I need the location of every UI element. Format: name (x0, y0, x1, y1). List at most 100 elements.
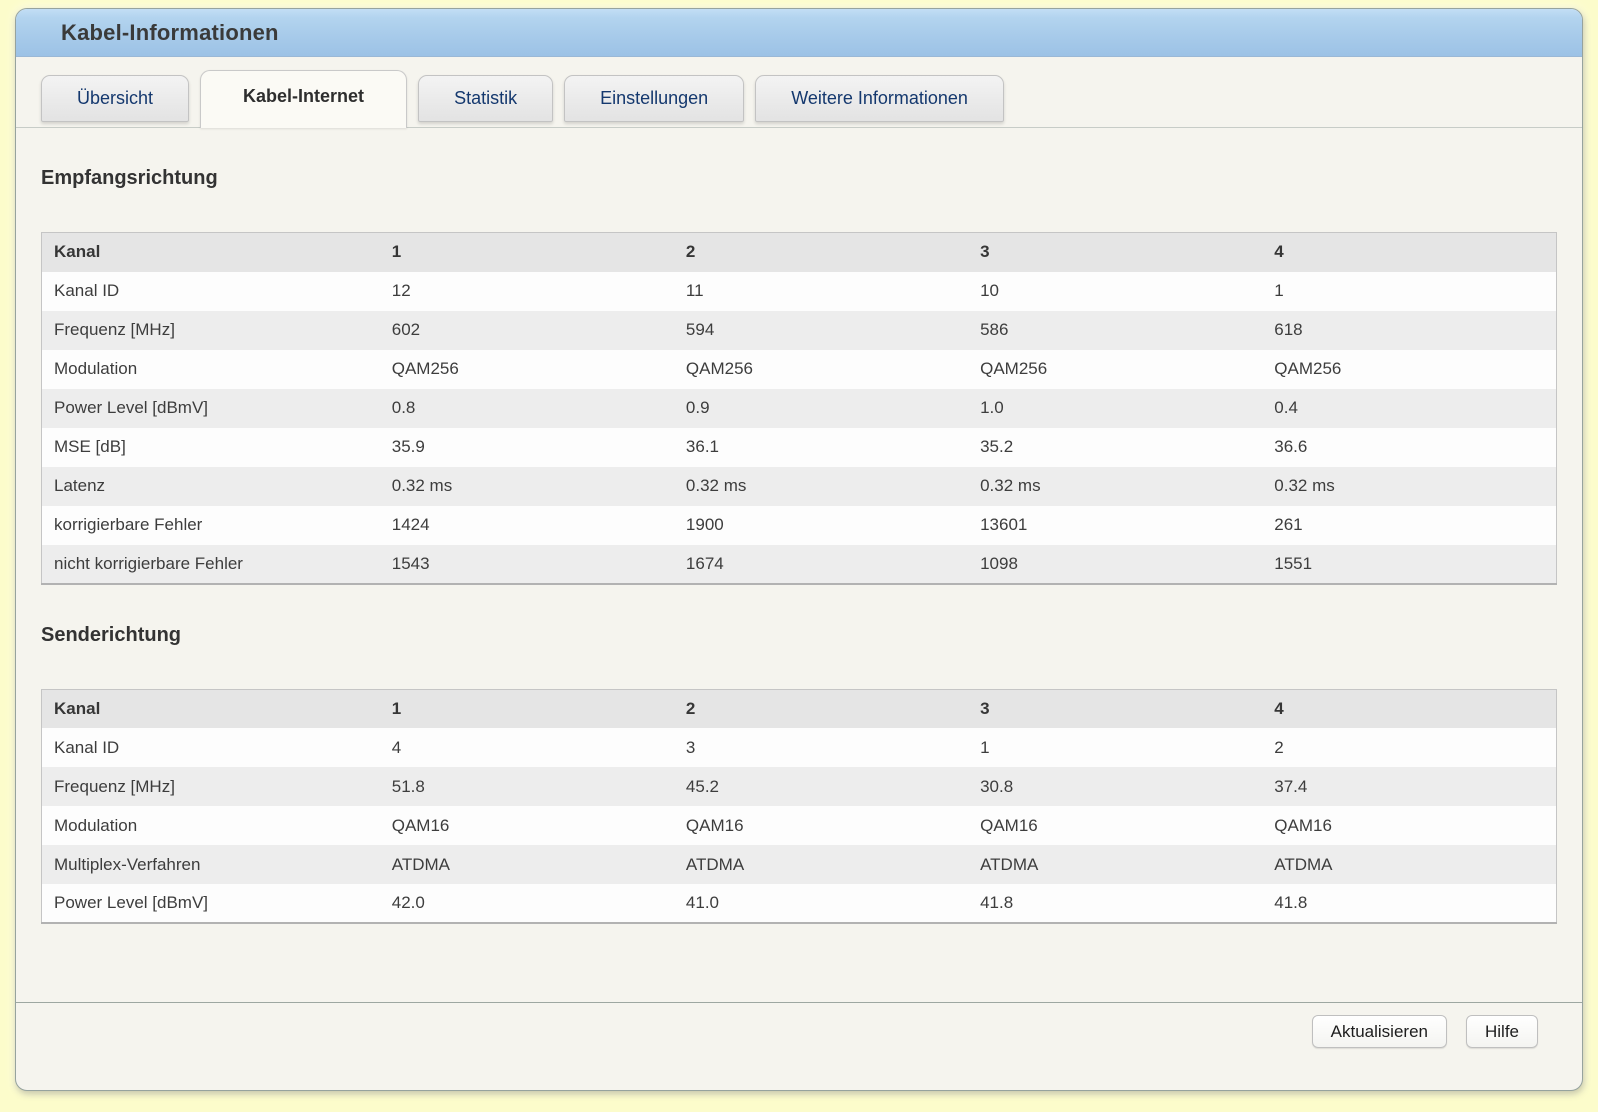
hilfe-button[interactable]: Hilfe (1465, 1015, 1538, 1048)
cell-value: 602 (391, 320, 421, 339)
cable-information-panel: Kabel-Informationen Übersicht Kabel-Inter… (15, 8, 1583, 1091)
cell-value: ATDMA (391, 854, 450, 874)
cell-value: QAM256 (980, 359, 1048, 378)
tab-einstellungen[interactable]: Einstellungen (564, 75, 745, 122)
header-cell-channel: 1 (391, 698, 402, 718)
row-label: Modulation (54, 359, 138, 378)
cell-value: ATDMA (685, 854, 745, 874)
cell-value: 11 (685, 281, 704, 300)
cell-value: 594 (685, 320, 715, 339)
table-row: Frequenz [MHz] 51.8 45.2 30.8 37.4 (41, 767, 1557, 806)
tab-kabel-internet[interactable]: Kabel-Internet (200, 70, 408, 128)
cell-value: 30.8 (980, 776, 1014, 796)
row-label: korrigierbare Fehler (54, 515, 203, 534)
cell-value: 36.1 (685, 437, 720, 456)
cell-value: 12 (391, 281, 411, 300)
cell-value: 0.32 ms (980, 476, 1041, 495)
row-label: Power Level [dBmV] (54, 398, 209, 417)
table-row: Kanal ID 4 3 1 2 (41, 728, 1557, 767)
section-heading-empfangsrichtung: Empfangsrichtung (41, 167, 218, 189)
cell-value: 41.0 (685, 893, 720, 912)
row-label: Power Level [dBmV] (54, 893, 209, 912)
cell-value: 1 (1274, 281, 1284, 300)
cell-value: ATDMA (1274, 854, 1333, 874)
cell-value: 0.32 ms (391, 476, 453, 495)
tab-bar: Übersicht Kabel-Internet Statistik Einstell… (16, 57, 1582, 128)
row-label: Multiplex-Verfahren (54, 854, 201, 874)
header-cell-channel: 4 (1274, 698, 1284, 718)
row-label: Kanal ID (54, 737, 120, 757)
header-cell-label: Kanal (54, 698, 101, 718)
tab-weitere-informationen[interactable]: Weitere Informationen (755, 75, 1004, 122)
row-label: Kanal ID (54, 281, 120, 300)
cell-value: QAM16 (685, 815, 744, 835)
cell-value: 1551 (1274, 553, 1313, 573)
cell-value: 10 (980, 281, 1000, 300)
header-cell-channel: 4 (1274, 242, 1284, 262)
cell-value: 1 (980, 737, 990, 757)
cell-value: 618 (1274, 320, 1303, 339)
cell-value: 261 (1274, 515, 1303, 534)
cell-value: 35.2 (980, 437, 1014, 456)
row-label: Modulation (54, 815, 138, 835)
table-header-row: Kanal 1 2 3 4 (41, 689, 1557, 728)
cell-value: 4 (391, 737, 402, 757)
tab-statistik[interactable]: Statistik (418, 75, 554, 122)
cell-value: 13601 (980, 515, 1028, 534)
tab-uebersicht[interactable]: Übersicht (41, 75, 190, 122)
table-header-row: Kanal 1 2 3 4 (41, 232, 1557, 272)
table-row: Frequenz [MHz] 602 594 586 618 (41, 310, 1557, 350)
cell-value: ATDMA (980, 854, 1039, 874)
aktualisieren-button[interactable]: Aktualisieren (1311, 1015, 1447, 1048)
cell-value: 35.9 (391, 437, 425, 456)
empfangsrichtung-table: Kanal 1 2 3 4 Kanal ID 12 11 10 1 Frequenz [MHz] 60… (41, 232, 1557, 585)
cell-value: 586 (980, 320, 1009, 339)
table-row: Latenz 0.32 ms 0.32 ms 0.32 ms 0.32 ms (41, 466, 1557, 506)
header-cell-channel: 2 (685, 242, 696, 262)
cell-value: 0.32 ms (685, 476, 747, 495)
panel-header: Kabel-Informationen (16, 9, 1582, 57)
cell-value: 2 (1274, 737, 1284, 757)
cell-value: QAM16 (391, 815, 450, 835)
cell-value: 0.4 (1274, 398, 1298, 417)
cell-value: QAM256 (685, 359, 754, 378)
cell-value: 51.8 (391, 776, 425, 796)
header-cell-label: Kanal (54, 242, 101, 262)
cell-value: QAM16 (980, 815, 1038, 835)
section-heading-senderichtung: Senderichtung (41, 623, 182, 646)
row-label: Latenz (54, 476, 106, 495)
row-label: Frequenz [MHz] (54, 776, 175, 796)
row-label: MSE [dB] (54, 437, 126, 456)
table-row: Kanal ID 12 11 10 1 (41, 271, 1557, 311)
table-row: Power Level [dBmV] 42.0 41.0 41.8 41.8 (41, 884, 1557, 923)
row-label: nicht korrigierbare Fehler (54, 553, 243, 573)
cell-value: 3 (685, 737, 696, 757)
table-row: Multiplex-Verfahren ATDMA ATDMA ATDMA ATDMA (41, 845, 1557, 884)
cell-value: 37.4 (1274, 776, 1308, 796)
row-label: Frequenz [MHz] (54, 320, 175, 339)
cell-value: 0.8 (391, 398, 416, 417)
tab-content: Empfangsrichtung Kanal 1 2 3 4 Kanal ID 12 11 10 1… (16, 167, 1582, 924)
cell-value: 1674 (685, 553, 724, 573)
cell-value: QAM256 (1274, 359, 1342, 378)
table-row: korrigierbare Fehler 1424 1900 13601 261 (41, 505, 1557, 545)
cell-value: 36.6 (1274, 437, 1308, 456)
cell-value: 1424 (391, 515, 430, 534)
cell-value: 0.9 (685, 398, 710, 417)
cell-value: 0.32 ms (1274, 476, 1335, 495)
cell-value: 1900 (685, 515, 724, 534)
table-row: Modulation QAM16 QAM16 QAM16 QAM16 (41, 806, 1557, 845)
header-cell-channel: 1 (391, 242, 402, 262)
header-cell-channel: 2 (685, 698, 696, 718)
table-row: Power Level [dBmV] 0.8 0.9 1.0 0.4 (41, 388, 1557, 428)
cell-value: 42.0 (391, 893, 425, 912)
header-cell-channel: 3 (980, 242, 990, 262)
cell-value: 45.2 (685, 776, 720, 796)
cell-value: 41.8 (1274, 893, 1308, 912)
senderichtung-table: Kanal 1 2 3 4 Kanal ID 4 3 1 2 Frequenz [MHz] 51.8 4… (41, 688, 1557, 924)
header-cell-channel: 3 (980, 698, 990, 718)
cell-value: QAM16 (1274, 815, 1332, 835)
table-row: nicht korrigierbare Fehler 1543 1674 1098 15… (41, 544, 1557, 584)
cell-value: QAM256 (391, 359, 459, 378)
table-row: Modulation QAM256 QAM256 QAM256 QAM256 (41, 349, 1557, 389)
